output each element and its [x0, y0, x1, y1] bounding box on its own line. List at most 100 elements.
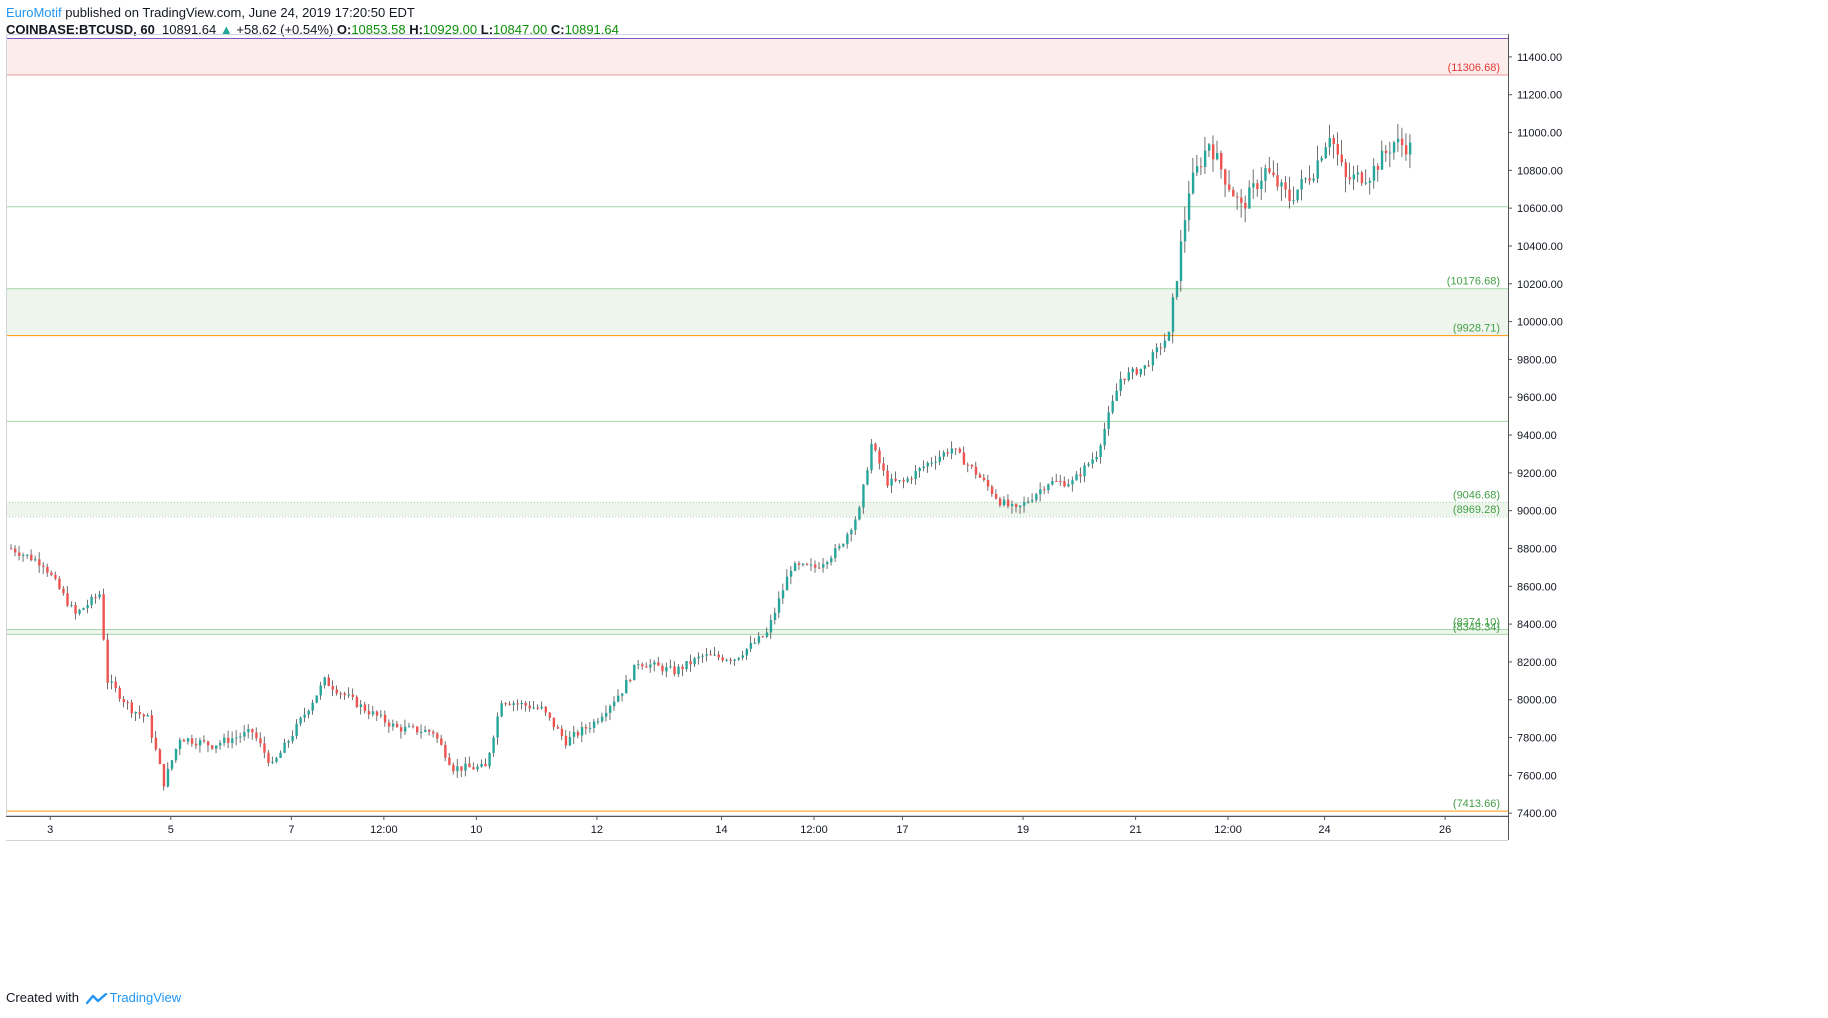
- candle-body: [1019, 505, 1022, 508]
- candle-body: [1207, 144, 1211, 151]
- candle-body: [1352, 174, 1356, 180]
- candle-body: [263, 743, 266, 753]
- candle-body: [1043, 489, 1046, 491]
- y-tick-label-8: 9000.00: [1517, 506, 1557, 518]
- candle-body: [890, 478, 893, 486]
- candle-body: [303, 714, 306, 718]
- x-tick-label-10: 21: [1129, 824, 1141, 836]
- candle-body: [978, 474, 982, 478]
- candle-body: [158, 749, 162, 765]
- y-tick-label-2: 7800.00: [1517, 733, 1557, 745]
- candle-body: [934, 461, 937, 463]
- candle-body: [1276, 175, 1279, 187]
- candle-body: [1095, 457, 1098, 460]
- y-tick-label-18: 11000.00: [1517, 128, 1562, 140]
- candle-body: [424, 730, 427, 732]
- candle-body: [625, 680, 628, 694]
- candle-body: [1320, 158, 1323, 161]
- candle-body: [1059, 481, 1062, 483]
- y-tick-label-7: 8800.00: [1517, 543, 1557, 555]
- candle-body: [500, 703, 503, 717]
- candle-body: [134, 712, 138, 714]
- candle-body: [1220, 153, 1223, 170]
- candle-body: [78, 609, 81, 614]
- candle-body: [1408, 142, 1412, 155]
- candle-body: [1195, 166, 1199, 173]
- candle-body: [765, 632, 769, 637]
- y-tick-label-12: 9800.00: [1517, 354, 1557, 366]
- candle-body: [1308, 178, 1311, 181]
- candle-body: [633, 664, 636, 681]
- candle-body: [42, 565, 45, 567]
- candle-body: [146, 715, 150, 717]
- candle-body: [1135, 368, 1138, 375]
- candle-body: [30, 554, 33, 561]
- candle-body: [130, 702, 133, 714]
- candle-body: [773, 612, 777, 621]
- candle-body: [1099, 445, 1102, 458]
- candle-body: [468, 763, 471, 768]
- candle-body: [1171, 297, 1175, 332]
- candle-body: [596, 721, 600, 723]
- up-arrow-icon: ▲: [219, 22, 233, 37]
- candle-body: [749, 642, 753, 649]
- candle-body: [717, 654, 720, 658]
- candle-body: [998, 498, 1002, 506]
- candle-body: [842, 544, 845, 547]
- level-label-7: (8374.10): [1453, 616, 1500, 628]
- candle-body: [854, 519, 857, 531]
- candle-body: [777, 598, 781, 613]
- candle-body: [1175, 281, 1179, 298]
- candle-body: [476, 766, 479, 770]
- candle-body: [1051, 480, 1054, 485]
- candle-body: [681, 666, 684, 670]
- candle-body: [194, 743, 198, 746]
- x-tick-label-2: 7: [288, 824, 294, 836]
- candle-body: [10, 548, 13, 550]
- candle-body: [412, 726, 415, 728]
- candle-body: [532, 707, 535, 709]
- candle-body: [211, 745, 214, 749]
- candle-body: [805, 563, 809, 565]
- x-tick-label-6: 14: [715, 824, 727, 836]
- candle-body: [560, 728, 564, 736]
- tradingview-brand-link[interactable]: TradingView: [109, 990, 182, 1005]
- candle-body: [1268, 168, 1271, 173]
- candle-body: [1010, 504, 1014, 507]
- candle-body: [592, 721, 596, 728]
- candle-body: [335, 689, 339, 694]
- candle-body: [528, 705, 531, 709]
- candle-body: [1248, 187, 1251, 209]
- candle-body: [504, 703, 507, 705]
- candle-body: [1167, 331, 1171, 341]
- candle-body: [1075, 474, 1078, 481]
- author-link[interactable]: EuroMotif: [6, 5, 62, 20]
- candle-body: [351, 694, 355, 697]
- level-label-8: (8348.34): [1453, 621, 1500, 633]
- candle-body: [584, 727, 588, 729]
- candle-body: [1360, 172, 1364, 184]
- x-tick-label-7: 12:00: [800, 824, 828, 836]
- candle-body: [1228, 184, 1231, 190]
- candle-body: [110, 681, 113, 683]
- candle-body: [576, 731, 580, 736]
- candle-body: [986, 480, 990, 487]
- candle-body: [918, 468, 921, 472]
- candle-body: [629, 680, 632, 682]
- candle-body: [1191, 172, 1195, 194]
- candle-body: [1031, 499, 1034, 502]
- candle-body: [512, 703, 515, 705]
- publish-header: EuroMotif published on TradingView.com, …: [6, 4, 415, 21]
- candle-body: [850, 530, 853, 535]
- candle-body: [190, 738, 194, 744]
- candle-body: [966, 464, 970, 466]
- candle-body: [496, 716, 499, 738]
- candle-body: [1356, 172, 1360, 175]
- candle-body: [186, 738, 190, 742]
- candle-body: [1183, 220, 1187, 242]
- candle-body: [1119, 378, 1122, 391]
- candle-body: [1304, 178, 1307, 180]
- candle-body: [319, 685, 322, 696]
- candle-body: [1159, 347, 1163, 349]
